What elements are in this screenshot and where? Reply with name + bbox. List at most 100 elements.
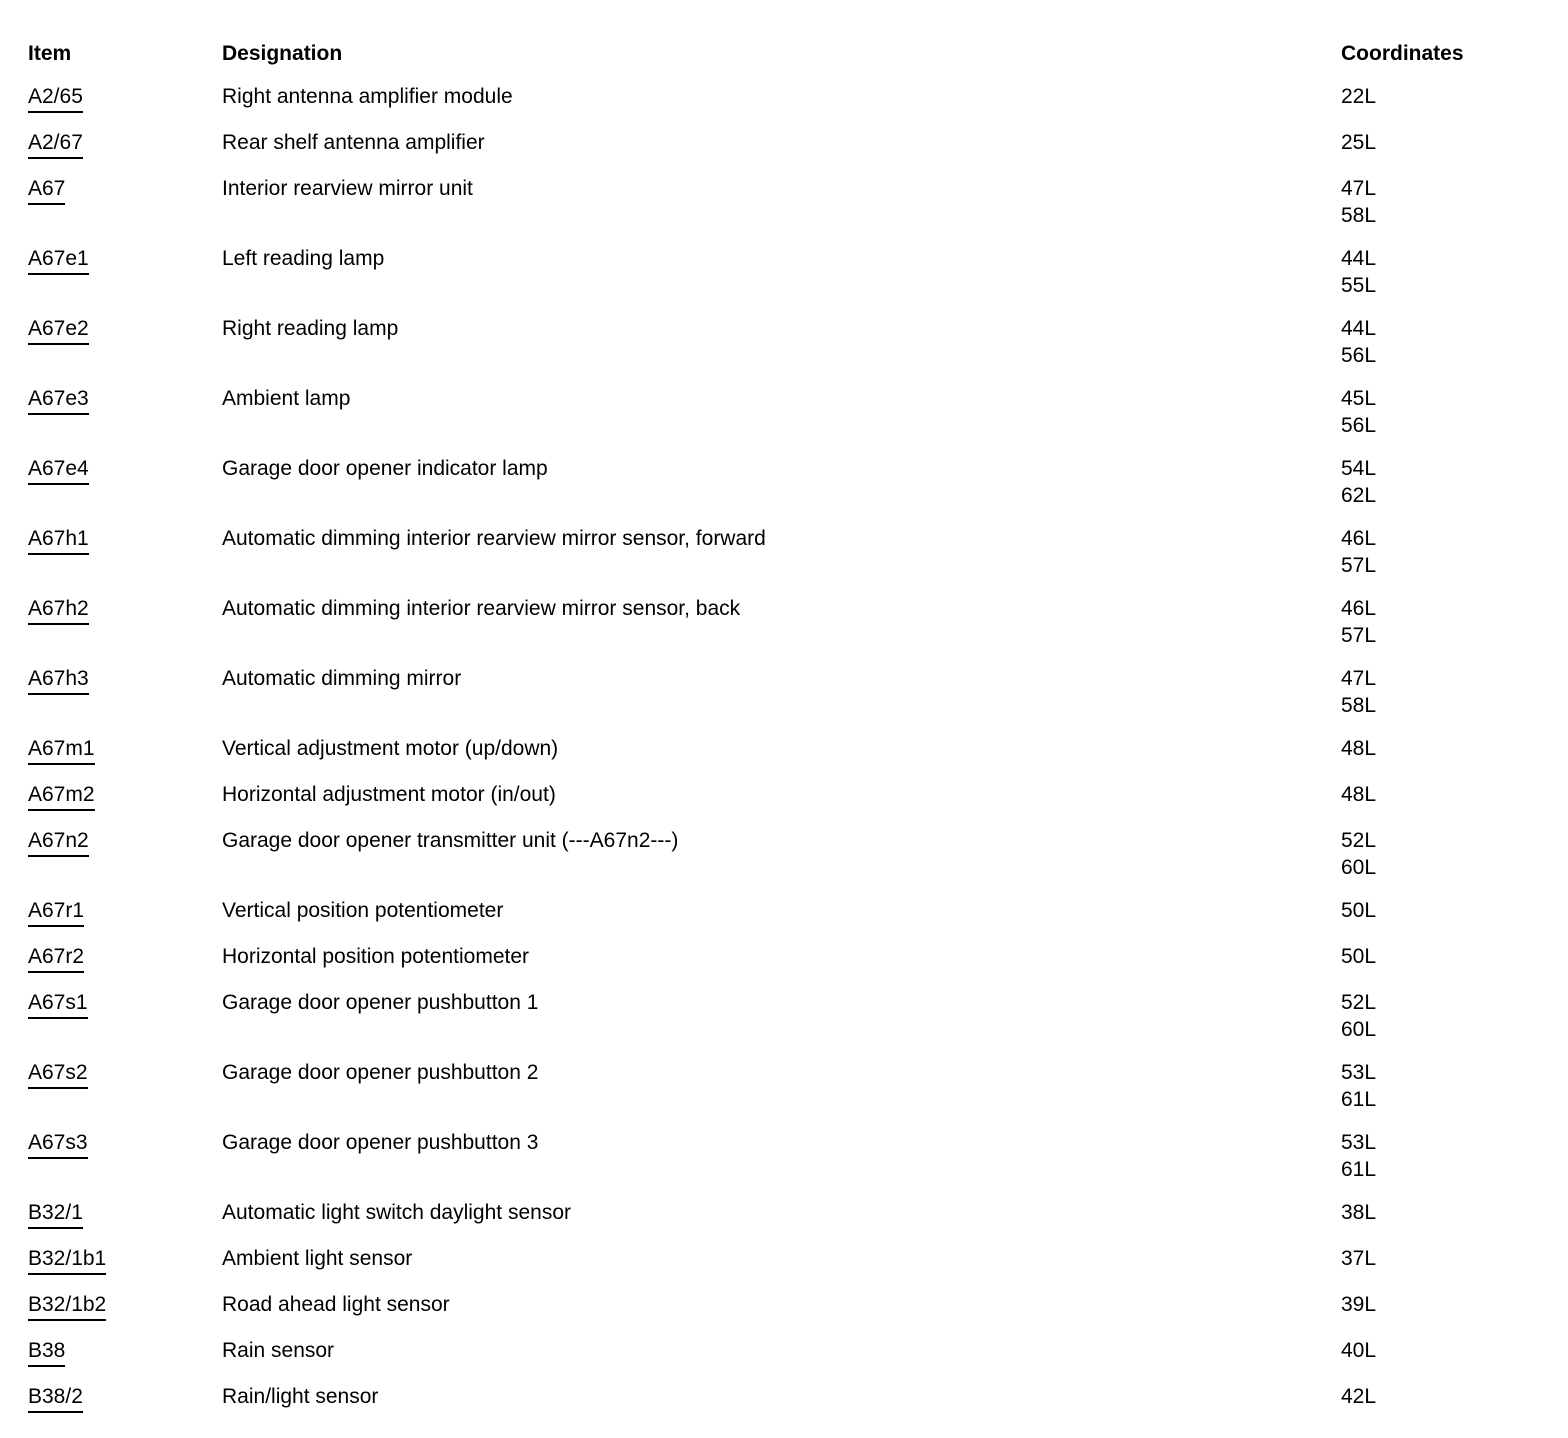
item-code-link[interactable]: A67r2: [28, 943, 85, 973]
item-code-link[interactable]: A67e2: [28, 315, 89, 345]
designation-text: Vertical adjustment motor (up/down): [222, 737, 559, 760]
item-code-link[interactable]: A2/67: [28, 129, 83, 159]
designation-text: Automatic dimming mirror: [222, 667, 462, 690]
table-row: A67h3 Automatic dimming mirror 47L 58L: [28, 665, 1568, 719]
coordinate-line: 53L: [1341, 1061, 1377, 1084]
item-code-link[interactable]: B32/1b1: [28, 1245, 107, 1275]
coordinate-line: 55L: [1341, 274, 1377, 297]
item-code-link[interactable]: B32/1b2: [28, 1291, 107, 1321]
table-row: B32/1b2 Road ahead light sensor 39L: [28, 1291, 1568, 1321]
item-cell: A67n2: [28, 827, 222, 857]
item-code-link[interactable]: A2/65: [28, 83, 83, 113]
item-code-link[interactable]: A67e3: [28, 385, 89, 415]
coordinates-text: 48L: [1341, 735, 1568, 762]
coordinates-text: 46L 57L: [1341, 595, 1568, 649]
item-code-link[interactable]: A67s2: [28, 1059, 88, 1089]
item-code-link[interactable]: A67s3: [28, 1129, 88, 1159]
table-body: A2/65 Right antenna amplifier module 22L…: [28, 83, 1568, 1413]
designation-text: Road ahead light sensor: [222, 1293, 450, 1316]
item-code-link[interactable]: A67m2: [28, 781, 95, 811]
designation-text: Interior rearview mirror unit: [222, 177, 473, 200]
coordinate-line: 56L: [1341, 344, 1377, 367]
designation-text: Horizontal adjustment motor (in/out): [222, 783, 556, 806]
coordinate-line: 22L: [1341, 85, 1377, 108]
coordinates-text: 37L: [1341, 1245, 1568, 1272]
column-header-item: Item: [28, 42, 72, 65]
item-code-link[interactable]: A67h1: [28, 525, 89, 555]
item-code-link[interactable]: B32/1: [28, 1199, 83, 1229]
item-cell: A67e2: [28, 315, 222, 345]
designation-text: Garage door opener pushbutton 3: [222, 1131, 539, 1154]
coordinate-line: 44L: [1341, 247, 1377, 270]
item-code-link[interactable]: A67h3: [28, 665, 89, 695]
item-code-link[interactable]: A67h2: [28, 595, 89, 625]
item-cell: A67h2: [28, 595, 222, 625]
table-row: A67n2 Garage door opener transmitter uni…: [28, 827, 1568, 881]
designation-text: Automatic dimming interior rearview mirr…: [222, 597, 741, 620]
item-cell: B38/2: [28, 1383, 222, 1413]
designation-text: Rain sensor: [222, 1339, 335, 1362]
table-row: A67e3 Ambient lamp 45L 56L: [28, 385, 1568, 439]
item-code-link[interactable]: A67n2: [28, 827, 89, 857]
item-code-link[interactable]: A67: [28, 175, 66, 205]
coordinates-text: 40L: [1341, 1337, 1568, 1364]
designation-text: Garage door opener pushbutton 2: [222, 1061, 539, 1084]
coordinate-line: 58L: [1341, 694, 1377, 717]
coordinate-line: 61L: [1341, 1088, 1377, 1111]
coordinate-line: 37L: [1341, 1247, 1377, 1270]
item-code-link[interactable]: B38/2: [28, 1383, 83, 1413]
coordinate-line: 54L: [1341, 457, 1377, 480]
coordinates-text: 52L 60L: [1341, 827, 1568, 881]
item-cell: A2/65: [28, 83, 222, 113]
table-row: A67r1 Vertical position potentiometer 50…: [28, 897, 1568, 927]
coordinate-line: 53L: [1341, 1131, 1377, 1154]
coordinate-line: 50L: [1341, 945, 1377, 968]
item-cell: B38: [28, 1337, 222, 1367]
item-code-link[interactable]: B38: [28, 1337, 66, 1367]
designation-text: Garage door opener transmitter unit (---…: [222, 829, 679, 852]
coordinate-line: 42L: [1341, 1385, 1377, 1408]
coordinates-text: 52L 60L: [1341, 989, 1568, 1043]
designation-text: Garage door opener pushbutton 1: [222, 991, 539, 1014]
table-row: B32/1b1 Ambient light sensor 37L: [28, 1245, 1568, 1275]
coordinate-line: 50L: [1341, 899, 1377, 922]
coordinates-text: 50L: [1341, 897, 1568, 924]
coordinates-text: 50L: [1341, 943, 1568, 970]
coordinate-line: 47L: [1341, 177, 1377, 200]
coordinate-line: 44L: [1341, 317, 1377, 340]
item-code-link[interactable]: A67e4: [28, 455, 89, 485]
coordinates-text: 25L: [1341, 129, 1568, 156]
item-code-link[interactable]: A67s1: [28, 989, 88, 1019]
item-code-link[interactable]: A67e1: [28, 245, 89, 275]
table-header-row: Item Designation Coordinates: [28, 40, 1568, 67]
item-cell: B32/1b2: [28, 1291, 222, 1321]
item-cell: A67r1: [28, 897, 222, 927]
coordinate-line: 25L: [1341, 131, 1377, 154]
table-row: A67s1 Garage door opener pushbutton 1 52…: [28, 989, 1568, 1043]
coordinate-line: 38L: [1341, 1201, 1377, 1224]
item-cell: A67h1: [28, 525, 222, 555]
coordinates-text: 48L: [1341, 781, 1568, 808]
item-cell: A67s1: [28, 989, 222, 1019]
item-cell: A67e4: [28, 455, 222, 485]
coordinates-text: 45L 56L: [1341, 385, 1568, 439]
coordinate-line: 48L: [1341, 737, 1377, 760]
item-code-link[interactable]: A67m1: [28, 735, 95, 765]
item-cell: A67m2: [28, 781, 222, 811]
coordinate-line: 57L: [1341, 554, 1377, 577]
coordinate-line: 47L: [1341, 667, 1377, 690]
coordinates-text: 42L: [1341, 1383, 1568, 1410]
table-row: A67s3 Garage door opener pushbutton 3 53…: [28, 1129, 1568, 1183]
table-row: B32/1 Automatic light switch daylight se…: [28, 1199, 1568, 1229]
coordinate-line: 40L: [1341, 1339, 1377, 1362]
item-cell: A67h3: [28, 665, 222, 695]
designation-text: Automatic light switch daylight sensor: [222, 1201, 571, 1224]
item-code-link[interactable]: A67r1: [28, 897, 85, 927]
designation-text: Right antenna amplifier module: [222, 85, 513, 108]
designation-text: Garage door opener indicator lamp: [222, 457, 548, 480]
table-row: A67h2 Automatic dimming interior rearvie…: [28, 595, 1568, 649]
table-row: A67e4 Garage door opener indicator lamp …: [28, 455, 1568, 509]
item-cell: A67r2: [28, 943, 222, 973]
table-row: B38 Rain sensor 40L: [28, 1337, 1568, 1367]
